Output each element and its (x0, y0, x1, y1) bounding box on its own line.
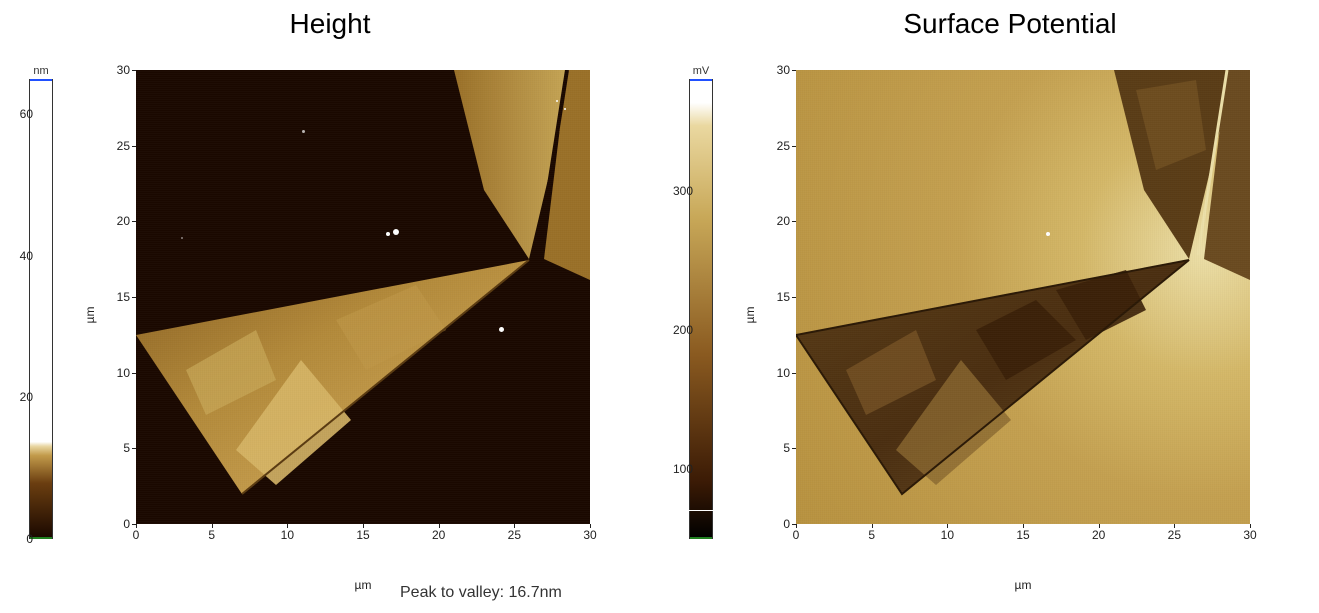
height-panel: Height nm 0 20 40 60 (0, 0, 660, 613)
potential-xlabel: µm (1015, 578, 1032, 592)
y-tick-mark (132, 448, 136, 449)
x-tick-mark (287, 524, 288, 528)
height-colorbar-bar (29, 79, 53, 539)
height-ylabel: µm (83, 307, 97, 324)
potential-colorbar-unit: mV (682, 65, 720, 77)
height-colorbar: nm 0204060 (22, 65, 60, 539)
y-tick-label: 15 (106, 290, 130, 304)
potential-title: Surface Potential (730, 8, 1290, 40)
y-tick-mark (792, 448, 796, 449)
x-tick-label: 0 (133, 528, 140, 542)
x-tick-mark (590, 524, 591, 528)
x-tick-label: 30 (583, 528, 596, 542)
x-tick-mark (136, 524, 137, 528)
y-tick-mark (132, 373, 136, 374)
x-tick-mark (1023, 524, 1024, 528)
y-tick-label: 0 (766, 517, 790, 531)
height-image (136, 70, 590, 524)
colorbar-bottom-indicator (690, 537, 712, 539)
y-tick-mark (132, 70, 136, 71)
x-tick-mark (796, 524, 797, 528)
height-caption: Peak to valley: 16.7nm (400, 584, 562, 602)
x-tick-mark (1174, 524, 1175, 528)
y-tick-mark (792, 70, 796, 71)
x-tick-label: 10 (281, 528, 294, 542)
height-speck (393, 229, 399, 235)
x-tick-mark (947, 524, 948, 528)
y-tick-label: 10 (766, 366, 790, 380)
y-tick-label: 10 (106, 366, 130, 380)
colorbar-top-indicator (690, 79, 712, 81)
x-tick-label: 20 (1092, 528, 1105, 542)
x-tick-label: 5 (208, 528, 215, 542)
y-tick-label: 20 (106, 214, 130, 228)
height-colorbar-unit: nm (22, 65, 60, 77)
x-tick-mark (212, 524, 213, 528)
x-tick-label: 30 (1243, 528, 1256, 542)
potential-speck (1046, 232, 1050, 236)
x-tick-label: 20 (432, 528, 445, 542)
height-speck (181, 237, 183, 239)
y-tick-mark (132, 221, 136, 222)
y-tick-label: 20 (766, 214, 790, 228)
colorbar-tick: 200 (673, 323, 693, 337)
height-xlabel: µm (355, 578, 372, 592)
height-title: Height (70, 8, 590, 40)
x-tick-mark (1099, 524, 1100, 528)
y-tick-label: 5 (106, 441, 130, 455)
height-speck (499, 327, 504, 332)
y-tick-mark (792, 221, 796, 222)
x-tick-label: 15 (1016, 528, 1029, 542)
potential-image (796, 70, 1250, 524)
y-tick-label: 0 (106, 517, 130, 531)
x-tick-label: 10 (941, 528, 954, 542)
potential-colorbar: mV 100200300 (682, 65, 720, 539)
y-tick-mark (792, 146, 796, 147)
colorbar-top-indicator (30, 79, 52, 81)
y-tick-mark (132, 297, 136, 298)
height-plot: µm µm 051015202530051015202530 (100, 70, 590, 560)
potential-ylabel: µm (743, 307, 757, 324)
height-speck (556, 100, 558, 102)
colorbar-marker-line (688, 510, 714, 511)
y-tick-label: 30 (106, 63, 130, 77)
y-tick-label: 25 (106, 139, 130, 153)
height-speck (564, 108, 566, 110)
potential-plot: µm µm 051015202530051015202530 (760, 70, 1250, 560)
x-tick-label: 5 (868, 528, 875, 542)
x-tick-mark (872, 524, 873, 528)
potential-panel: Surface Potential mV 100200300 (660, 0, 1319, 613)
colorbar-tick: 0 (26, 532, 33, 546)
y-tick-label: 25 (766, 139, 790, 153)
potential-flake-svg (796, 70, 1250, 524)
height-speck (302, 130, 305, 133)
y-tick-label: 15 (766, 290, 790, 304)
colorbar-tick: 20 (20, 390, 33, 404)
y-tick-label: 30 (766, 63, 790, 77)
x-tick-label: 25 (508, 528, 521, 542)
x-tick-label: 0 (793, 528, 800, 542)
colorbar-tick: 40 (20, 249, 33, 263)
x-tick-mark (1250, 524, 1251, 528)
height-speck (386, 232, 390, 236)
colorbar-tick: 300 (673, 184, 693, 198)
x-tick-label: 15 (356, 528, 369, 542)
x-tick-mark (514, 524, 515, 528)
colorbar-tick: 60 (20, 107, 33, 121)
y-tick-mark (792, 373, 796, 374)
colorbar-tick: 100 (673, 462, 693, 476)
x-tick-label: 25 (1168, 528, 1181, 542)
y-tick-mark (792, 297, 796, 298)
x-tick-mark (439, 524, 440, 528)
y-tick-label: 5 (766, 441, 790, 455)
height-flake-svg (136, 70, 590, 524)
y-tick-mark (132, 146, 136, 147)
x-tick-mark (363, 524, 364, 528)
